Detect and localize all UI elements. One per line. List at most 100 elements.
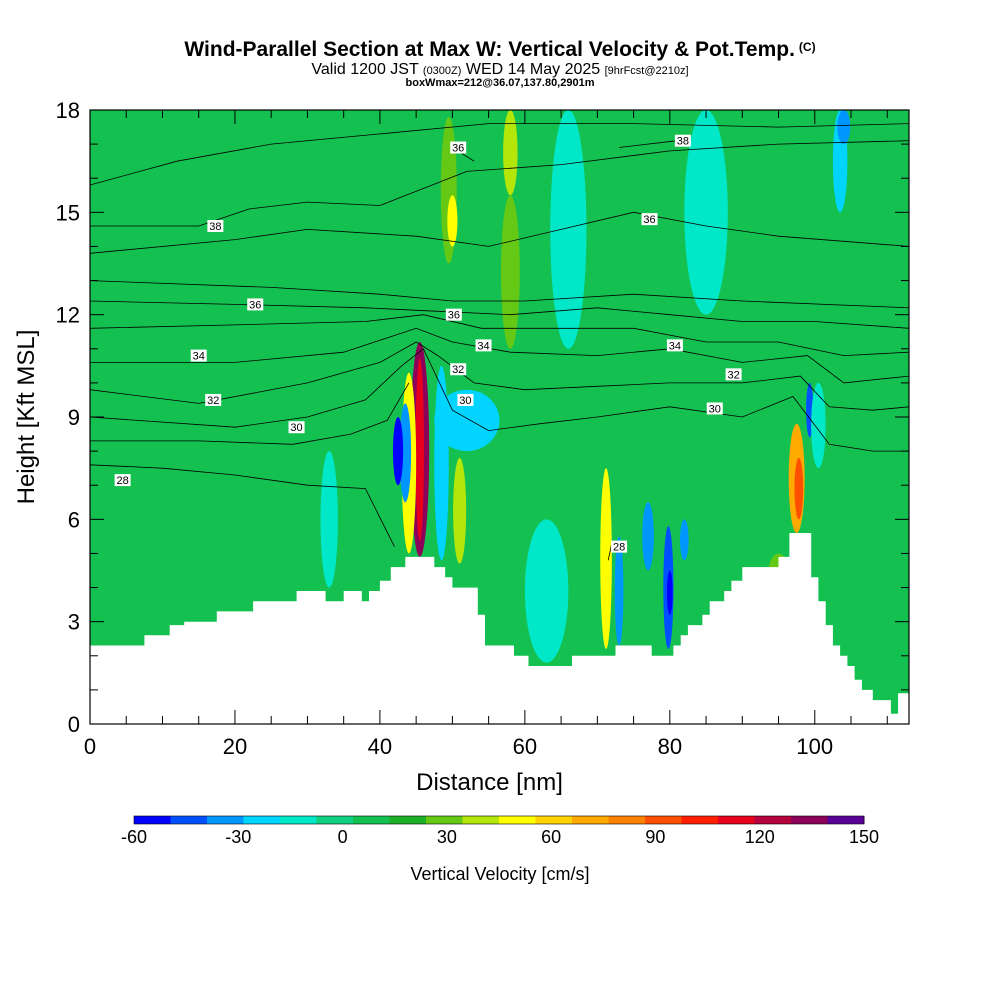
isentrope-1 — [90, 382, 410, 445]
isentrope-5 — [90, 314, 909, 357]
contour-label-text: 30 — [290, 422, 302, 434]
contour-label-6: 36 — [450, 141, 467, 155]
colorbar-tick-label: 120 — [745, 827, 775, 847]
velocity-feature-9 — [503, 110, 518, 196]
contour-label-14: 32 — [725, 368, 742, 381]
velocity-feature-16 — [679, 519, 689, 561]
isentrope-6 — [90, 300, 909, 329]
contour-label-11: 32 — [450, 363, 467, 376]
contour-label-9: 36 — [445, 308, 462, 322]
colorbar-swatch-14 — [645, 816, 682, 824]
y-tick-label: 12 — [56, 303, 80, 328]
chart-subtitle-box: boxWmax=212@36.07,137.80,2901m — [405, 77, 595, 89]
terrain-mask — [90, 533, 909, 724]
velocity-feature-15 — [642, 502, 654, 571]
y-tick-label: 9 — [68, 405, 80, 430]
x-tick-label: 0 — [84, 734, 96, 759]
contour-label-text: 34 — [669, 340, 681, 352]
contour-label-text: 34 — [193, 351, 205, 363]
contour-label-text: 36 — [643, 214, 655, 226]
colorbar-frame — [133, 815, 865, 825]
isentrope-7 — [90, 280, 909, 309]
contour-label-text: 36 — [249, 299, 261, 311]
velocity-feature-18 — [794, 457, 804, 520]
velocity-feature-29 — [90, 314, 163, 622]
chart-title: Wind-Parallel Section at Max W: Vertical… — [0, 38, 1000, 62]
colorbar-tick-label: 30 — [437, 827, 457, 847]
colorbar-swatch-18 — [791, 816, 828, 824]
colorbar-swatch-15 — [681, 816, 719, 824]
velocity-feature-6 — [453, 457, 467, 564]
contour-label-text: 36 — [448, 310, 460, 322]
colorbar-swatch-9 — [462, 816, 500, 824]
contour-label-text: 38 — [677, 136, 689, 148]
isentrope-8 — [90, 211, 909, 254]
subtitle-forecast: [9hrFcst@2210z] — [604, 65, 689, 77]
contour-label-text: 28 — [116, 475, 128, 487]
y-tick-label: 18 — [56, 98, 80, 123]
colorbar-swatch-11 — [535, 816, 573, 824]
velocity-feature-8 — [447, 195, 458, 247]
isentrope-3 — [90, 341, 909, 411]
contour-labels: 28 30 32 34 36 38 36 38 36 36 34 32 30 34 32 30 28 — [114, 134, 742, 554]
isentrope-10 — [90, 123, 909, 186]
velocity-feature-20 — [811, 382, 826, 469]
contour-label-2: 32 — [205, 393, 222, 407]
colorbar-swatch-2 — [207, 816, 244, 824]
velocity-feature-10 — [500, 195, 520, 349]
contour-label-12: 30 — [457, 393, 474, 407]
colorbar-swatch-5 — [316, 816, 354, 824]
subtitle-date: WED 14 May 2025 — [465, 61, 601, 78]
colorbar-tick-label: -30 — [225, 827, 251, 847]
velocity-feature-2 — [399, 403, 412, 503]
velocity-feature-12 — [614, 536, 624, 646]
colorbar-tick-label: 150 — [849, 827, 879, 847]
contour-label-0: 28 — [114, 474, 131, 487]
isentrope-12 — [619, 140, 678, 148]
colorbar-swatch-6 — [353, 816, 390, 824]
colorbar-tick-label: -60 — [121, 827, 147, 847]
contour-label-text: 32 — [207, 395, 219, 407]
copyright-mark: (C) — [798, 40, 816, 54]
velocity-feature-4 — [434, 365, 449, 561]
y-tick-label: 15 — [56, 200, 80, 225]
contour-label-4: 36 — [247, 298, 264, 311]
contour-label-text: 28 — [613, 542, 625, 554]
x-tick-label: 40 — [368, 734, 392, 759]
contour-label-text: 34 — [477, 340, 489, 352]
colorbar-swatch-17 — [754, 816, 792, 824]
colorbar-swatch-1 — [170, 816, 208, 824]
velocity-feature-23 — [320, 451, 338, 588]
x-tick-label: 20 — [223, 734, 247, 759]
colorbar-title: Vertical Velocity [cm/s] — [410, 864, 589, 884]
chart-subtitle: Valid 1200 JST (0300Z) WED 14 May 2025 [… — [0, 61, 1000, 79]
contour-label-text: 32 — [452, 364, 464, 376]
y-axis-title: Height [Kft MSL] — [13, 330, 40, 505]
colorbar-swatch-10 — [499, 816, 536, 824]
colorbar-swatch-13 — [608, 816, 646, 824]
velocity-feature-11 — [600, 468, 612, 649]
contour-label-text: 30 — [459, 395, 471, 407]
contour-label-8: 36 — [641, 213, 658, 226]
velocity-feature-14 — [666, 570, 673, 615]
x-tick-label: 100 — [796, 734, 833, 759]
contour-label-text: 36 — [452, 143, 464, 155]
colorbar-swatch-12 — [572, 816, 609, 824]
contour-label-10: 34 — [475, 339, 492, 352]
contour-label-3: 34 — [190, 349, 207, 363]
velocity-feature-3 — [392, 417, 404, 486]
contour-label-text: 32 — [727, 369, 739, 381]
contour-label-text: 38 — [209, 221, 221, 233]
isentrope-2 — [90, 348, 909, 452]
velocity-feature-5 — [434, 389, 500, 452]
potential-temperature-contours — [90, 123, 909, 561]
colorbar-swatch-3 — [243, 816, 281, 824]
chart-title-text: Wind-Parallel Section at Max W: Vertical… — [184, 38, 795, 61]
contour-label-15: 30 — [706, 402, 723, 415]
contour-label-16: 28 — [611, 540, 628, 554]
contour-label-7: 38 — [674, 134, 691, 148]
y-tick-label: 3 — [68, 610, 80, 635]
contour-label-13: 34 — [666, 339, 683, 352]
velocity-feature-28 — [213, 110, 330, 281]
